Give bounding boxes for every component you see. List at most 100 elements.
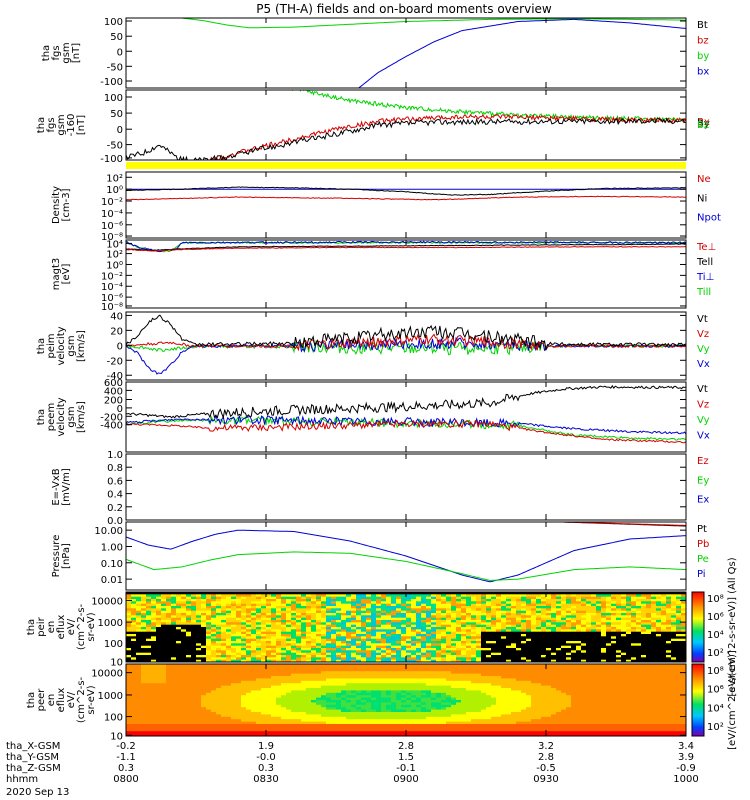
tick-label: 10⁻⁴ [101, 282, 123, 293]
footer-value: 0800 [113, 774, 138, 785]
tick-label: -100 [100, 154, 123, 165]
colorbar-tick: 10² [707, 722, 724, 733]
colorbar-tick: 10⁶ [707, 612, 724, 623]
legend-Te⊥: Te⊥ [696, 242, 716, 253]
legend-Vx: Vx [697, 359, 710, 370]
tick-label: 10⁻² [101, 271, 123, 282]
tick-label: 100 [104, 639, 123, 650]
footer-value: 3.2 [538, 741, 554, 752]
legend-Tell: Tell [696, 257, 713, 268]
y-axis-label: peem [46, 403, 57, 431]
axis-frame [125, 171, 687, 239]
panel-p7: 1.0 0.8 0.6 0.4 0.2 0.0 E=-VxB [mV/m] Ez Ey Ex [51, 450, 709, 527]
y-axis-label: gsm [56, 114, 67, 135]
y-axis-label: [eV] [61, 264, 72, 285]
y-axis-label: sr-eV) [86, 685, 97, 714]
axis-frame [125, 453, 687, 521]
tick-label: -400 [100, 421, 123, 432]
footer-value: -0.2 [116, 741, 136, 752]
footer-value: 1.5 [398, 752, 414, 763]
panel-p9: 10000 1000 100 10 tha peir en eflux eV/(cm^2-s-s… [26, 591, 687, 668]
footer-value: 1.9 [258, 741, 274, 752]
y-axis-label: tha [36, 338, 47, 354]
y-axis-label: eflux [56, 688, 67, 713]
tick-label: 0 [117, 341, 123, 352]
footer-row-name: tha_Y-GSM [6, 752, 59, 763]
tick-label: 10⁻⁶ [101, 293, 123, 304]
panel-p10: 10000 1000 100 10 tha peer en eflux eV/(cm^2-s-s… [26, 663, 687, 742]
colorbar-tick: 10⁸ [707, 594, 724, 605]
tick-label: 10000 [91, 596, 123, 607]
colorbar-tick: 10² [707, 648, 724, 659]
tick-label: 10 [110, 731, 123, 742]
tick-label: 0 [117, 404, 123, 415]
colorbar-label: [eV/(cm^2-s-sr-eV)] [727, 650, 738, 750]
y-axis-label: [km/s] [76, 401, 87, 433]
tick-label: 10⁰ [106, 185, 123, 196]
series-Pb-p8 [562, 522, 686, 526]
series-Te-p4 [126, 245, 686, 252]
footer-value: -0.0 [256, 752, 276, 763]
y-axis-label: [nPa] [61, 543, 72, 569]
tick-label: 50 [110, 109, 123, 120]
spectrogram-p10 [126, 664, 686, 736]
tick-label: 600 [104, 378, 123, 389]
tick-label: 10⁻⁸ [101, 232, 123, 243]
legend-Pe: Pe [697, 554, 709, 565]
tick-label: 10 [110, 657, 123, 668]
tick-label: 0.4 [107, 490, 123, 501]
tick-label: 0 [117, 125, 123, 136]
y-axis-label: velocity [56, 326, 67, 365]
footer-row-name: hhmm [6, 774, 38, 785]
y-axis-label: (cm^2-s- [76, 676, 87, 723]
tick-label: 1000 [98, 618, 123, 629]
legend-by: by [697, 51, 709, 62]
legend-Bz: Bz [697, 120, 709, 131]
y-axis-label: gsm [66, 335, 77, 356]
colorbar-tick: 10⁴ [707, 630, 724, 641]
y-axis-label: [km/s] [76, 330, 87, 362]
series-Tell-p4 [126, 243, 686, 251]
series-Pe-p8 [126, 551, 686, 582]
tick-label: -50 [107, 62, 123, 73]
legend-Ez: Ez [697, 456, 709, 467]
y-axis-label: [nT] [71, 43, 82, 63]
legend-Ex: Ex [697, 495, 709, 506]
y-axis-label: [cm-3] [61, 188, 72, 221]
footer-row-name: tha_Z-GSM [6, 763, 61, 774]
tick-label: 10⁻⁶ [101, 221, 123, 232]
series-Ni-p3 [126, 186, 686, 196]
footer-value: -1.1 [116, 752, 136, 763]
panel-p1: 100 50 0 -50 -100 tha fgs gsm [nT] Bt bz by bx [41, 17, 709, 89]
panel-p5: 40 20 0 -20 -40 tha peim velocity gsm [km/s] Vt Vz V… [36, 311, 710, 382]
series-Vt-p6 [126, 384, 686, 420]
tick-label: 0.2 [107, 503, 123, 514]
tick-label: 40 [110, 311, 123, 322]
colorbar-tick: 10⁶ [707, 685, 724, 696]
tick-label: 20 [110, 326, 123, 337]
footer-value: 3.9 [678, 752, 694, 763]
y-axis-label: eflux [56, 615, 67, 640]
tick-label: 10.00 [94, 526, 123, 537]
legend-Vy: Vy [697, 415, 710, 426]
tick-label: -40 [107, 371, 123, 382]
legend-Ey: Ey [697, 475, 709, 486]
series-Vx-p6 [126, 414, 686, 435]
legend-bx: bx [697, 67, 709, 78]
y-axis-label: tha [36, 409, 47, 425]
series-bx-p1 [357, 18, 686, 88]
legend-bz: bz [697, 36, 709, 47]
tick-label: 200 [104, 396, 123, 407]
legend-Npot: Npot [697, 213, 721, 224]
y-axis-label: E=-VxB [51, 468, 62, 505]
tick-label: -200 [100, 412, 123, 423]
y-axis-label: tha [36, 117, 47, 133]
footer-value: 3.4 [678, 741, 694, 752]
axis-frame [125, 89, 687, 161]
tick-label: 10⁻² [101, 197, 123, 208]
series-Vz-p5 [126, 333, 686, 352]
legend-Vx: Vx [697, 431, 710, 442]
